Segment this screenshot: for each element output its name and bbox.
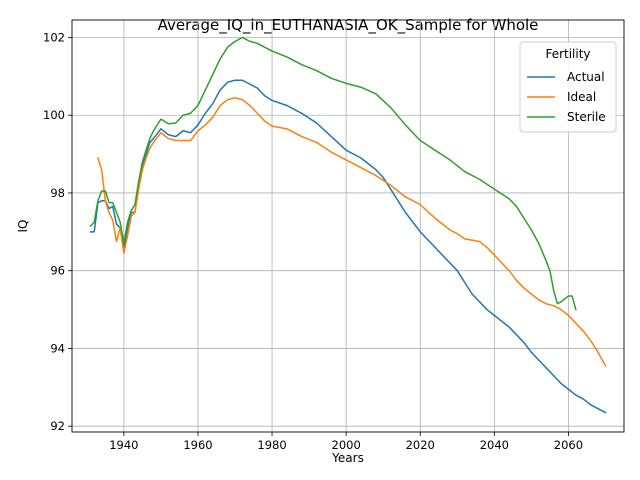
grid-layer bbox=[72, 20, 624, 432]
y-tick-label: 98 bbox=[50, 186, 65, 200]
legend-label-ideal: Ideal bbox=[567, 90, 596, 104]
y-tick-label: 96 bbox=[50, 264, 65, 278]
x-tick-label: 2000 bbox=[332, 438, 361, 452]
x-tick-label: 2020 bbox=[406, 438, 435, 452]
series-line-actual bbox=[89, 79, 607, 414]
y-tick-label: 92 bbox=[50, 419, 65, 433]
x-tick-label: 1980 bbox=[257, 438, 286, 452]
chart-title: Average_IQ_in_EUTHANASIA_OK_Sample for W… bbox=[158, 16, 539, 35]
legend-items: Actual Ideal Sterile bbox=[527, 70, 606, 124]
x-tick-label: 1940 bbox=[109, 438, 138, 452]
tick-layer: 1940 1960 1980 2000 2020 2040 2060 92 94 96 98 100 1… bbox=[43, 30, 583, 452]
y-tick-label: 102 bbox=[43, 30, 65, 44]
legend-box bbox=[519, 41, 617, 133]
y-tick-label: 100 bbox=[43, 108, 65, 122]
legend: Fertility Actual Ideal Sterile bbox=[519, 41, 617, 133]
legend-title: Fertility bbox=[545, 47, 590, 61]
x-tick-label: 1960 bbox=[183, 438, 212, 452]
x-tick-label: 2060 bbox=[554, 438, 583, 452]
x-axis-label: Years bbox=[331, 451, 364, 465]
series-layer bbox=[89, 36, 607, 414]
y-tick-label: 94 bbox=[50, 341, 65, 355]
plot-frame bbox=[71, 19, 625, 433]
series-line-ideal bbox=[96, 96, 607, 367]
y-axis-label: IQ bbox=[16, 220, 30, 233]
x-tick-label: 2040 bbox=[480, 438, 509, 452]
series-line-sterile bbox=[89, 36, 577, 311]
legend-label-sterile: Sterile bbox=[567, 110, 606, 124]
legend-label-actual: Actual bbox=[567, 70, 605, 84]
